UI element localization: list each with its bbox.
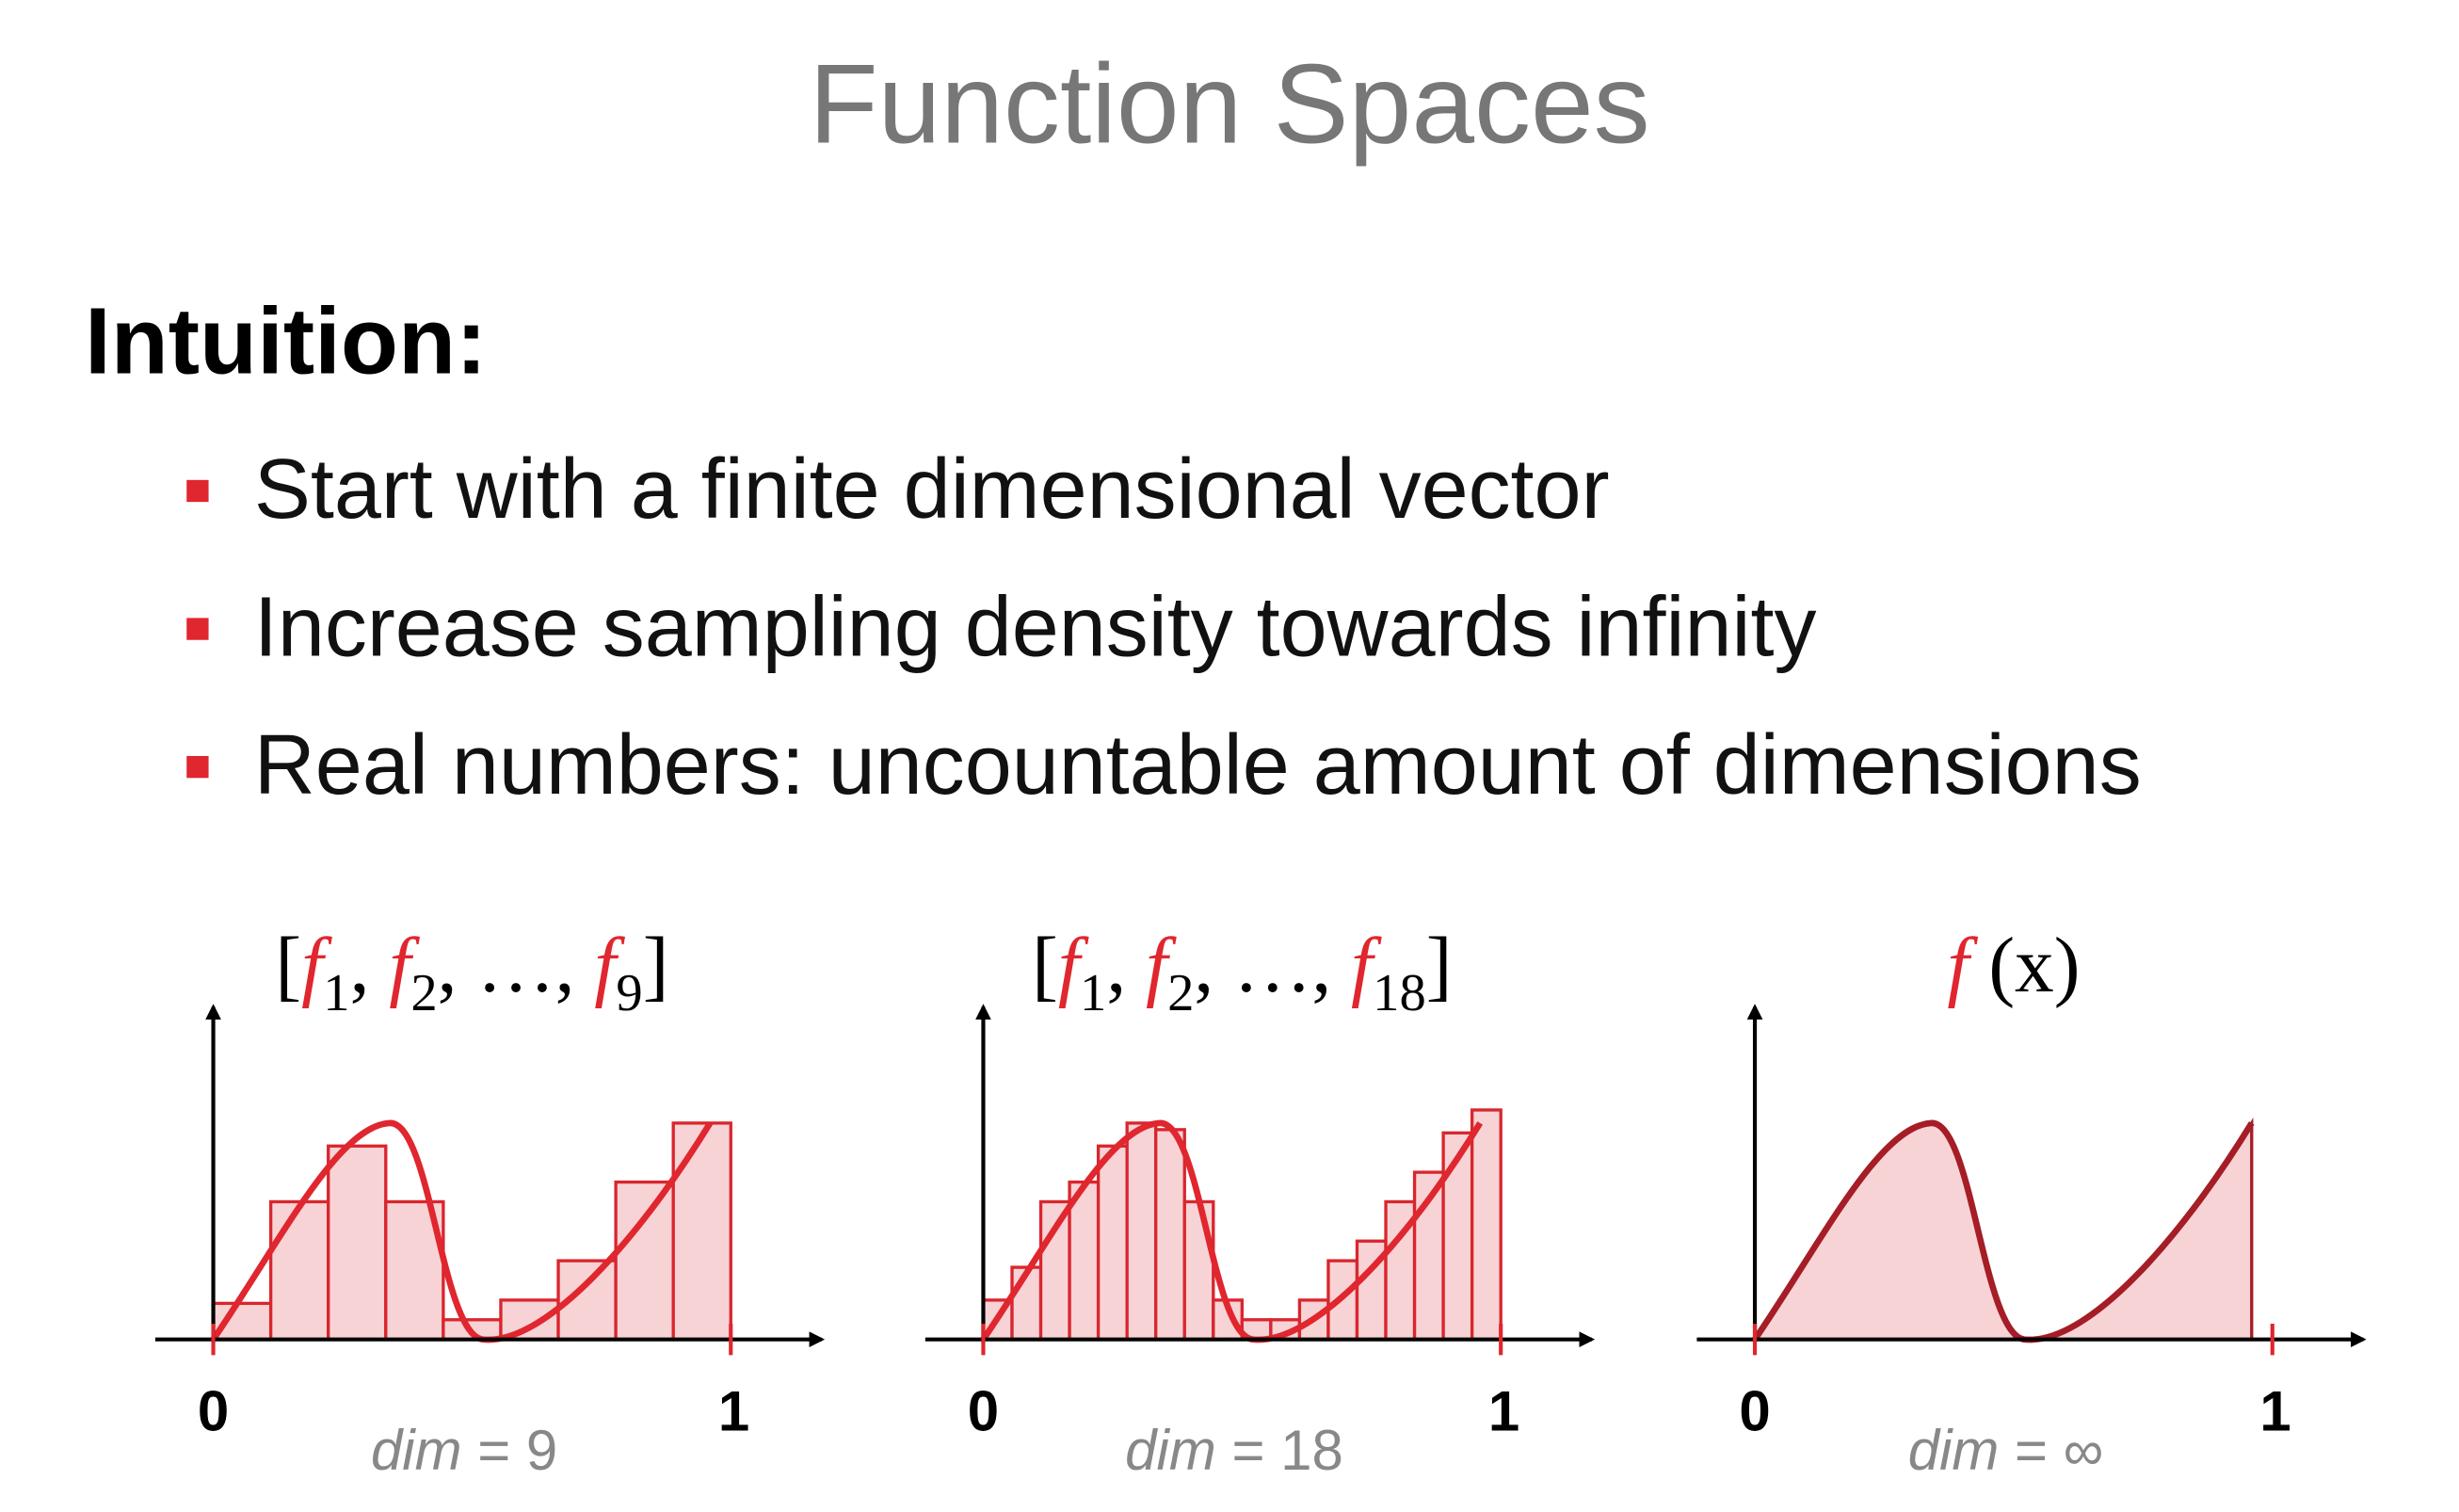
bullet-text: Real numbers: uncountable amount of dime… bbox=[254, 718, 2142, 812]
panel-formula: [f1, f2, …, f9] bbox=[275, 923, 668, 1022]
caption-part: dim bbox=[1125, 1419, 1216, 1482]
sample-bar bbox=[671, 1121, 732, 1342]
subscript: 1 bbox=[323, 964, 349, 1022]
formula-part: , bbox=[350, 923, 390, 1009]
axis-start-label: 0 bbox=[198, 1379, 229, 1442]
formula-part: , bbox=[1106, 923, 1146, 1009]
sample-bar bbox=[1096, 1144, 1129, 1342]
bullet-marker bbox=[186, 618, 209, 640]
slide-title: Function Spaces bbox=[809, 41, 1649, 168]
subscript: 2 bbox=[1167, 964, 1194, 1022]
caption-part: = ∞ bbox=[1999, 1419, 2103, 1482]
caption-part: dim bbox=[371, 1419, 462, 1482]
subscript: 1 bbox=[1080, 964, 1106, 1022]
function-curve bbox=[210, 1119, 714, 1343]
formula-part: (x) bbox=[1969, 923, 2081, 1009]
function-panel: [f1, f2, …, f9] 0 1 dim = 9 bbox=[154, 923, 826, 1482]
bullet-marker bbox=[186, 479, 209, 503]
caption-part: dim bbox=[1908, 1419, 2000, 1482]
axis-end-label: 1 bbox=[718, 1379, 749, 1442]
sample-bar bbox=[1470, 1108, 1503, 1342]
subscript: 2 bbox=[410, 964, 437, 1022]
bullet-text: Increase sampling density towards infini… bbox=[254, 580, 1817, 674]
subscript: 18 bbox=[1373, 964, 1426, 1022]
function-panel: f (x) 0 1 dim = ∞ bbox=[1696, 923, 2367, 1482]
formula-part: [ bbox=[275, 923, 301, 1009]
bullet-marker bbox=[186, 756, 209, 779]
subscript: 9 bbox=[616, 964, 642, 1022]
axis-start-label: 0 bbox=[968, 1379, 999, 1442]
panel-formula: [f1, f2, …, f18] bbox=[1032, 923, 1452, 1022]
formula-part: , …, bbox=[1194, 923, 1351, 1009]
formula-part: ] bbox=[1426, 923, 1453, 1009]
dimension-caption: dim = ∞ bbox=[1908, 1419, 2104, 1482]
dimension-caption: dim = 18 bbox=[1125, 1419, 1343, 1482]
axis-start-label: 0 bbox=[1739, 1379, 1770, 1442]
formula-part: , …, bbox=[438, 923, 595, 1009]
heading: Intuition: bbox=[85, 290, 487, 394]
panel-formula: f (x) bbox=[1947, 923, 2080, 1009]
function-curve bbox=[1752, 1119, 2255, 1343]
content: Start with a finite dimensional vector In… bbox=[154, 442, 2367, 1482]
formula-part: [ bbox=[1032, 923, 1058, 1009]
bullet-text: Start with a finite dimensional vector bbox=[254, 442, 1610, 537]
sample-bar bbox=[1125, 1121, 1158, 1342]
sample-bar bbox=[614, 1180, 675, 1342]
sample-bar bbox=[327, 1144, 388, 1342]
dimension-caption: dim = 9 bbox=[371, 1419, 557, 1482]
function-curve bbox=[980, 1119, 1484, 1343]
caption-part: = 9 bbox=[462, 1419, 558, 1482]
sample-bar bbox=[1182, 1199, 1215, 1342]
function-panel: [f1, f2, …, f18] 0 1 dim = 18 bbox=[924, 923, 1596, 1482]
caption-part: = 18 bbox=[1216, 1419, 1343, 1482]
sample-bar bbox=[1154, 1128, 1186, 1342]
sample-bar bbox=[1038, 1199, 1071, 1342]
formula-part: ] bbox=[643, 923, 669, 1009]
axis-end-label: 1 bbox=[1488, 1379, 1519, 1442]
sample-bar bbox=[268, 1199, 330, 1342]
axis-end-label: 1 bbox=[2259, 1379, 2290, 1442]
